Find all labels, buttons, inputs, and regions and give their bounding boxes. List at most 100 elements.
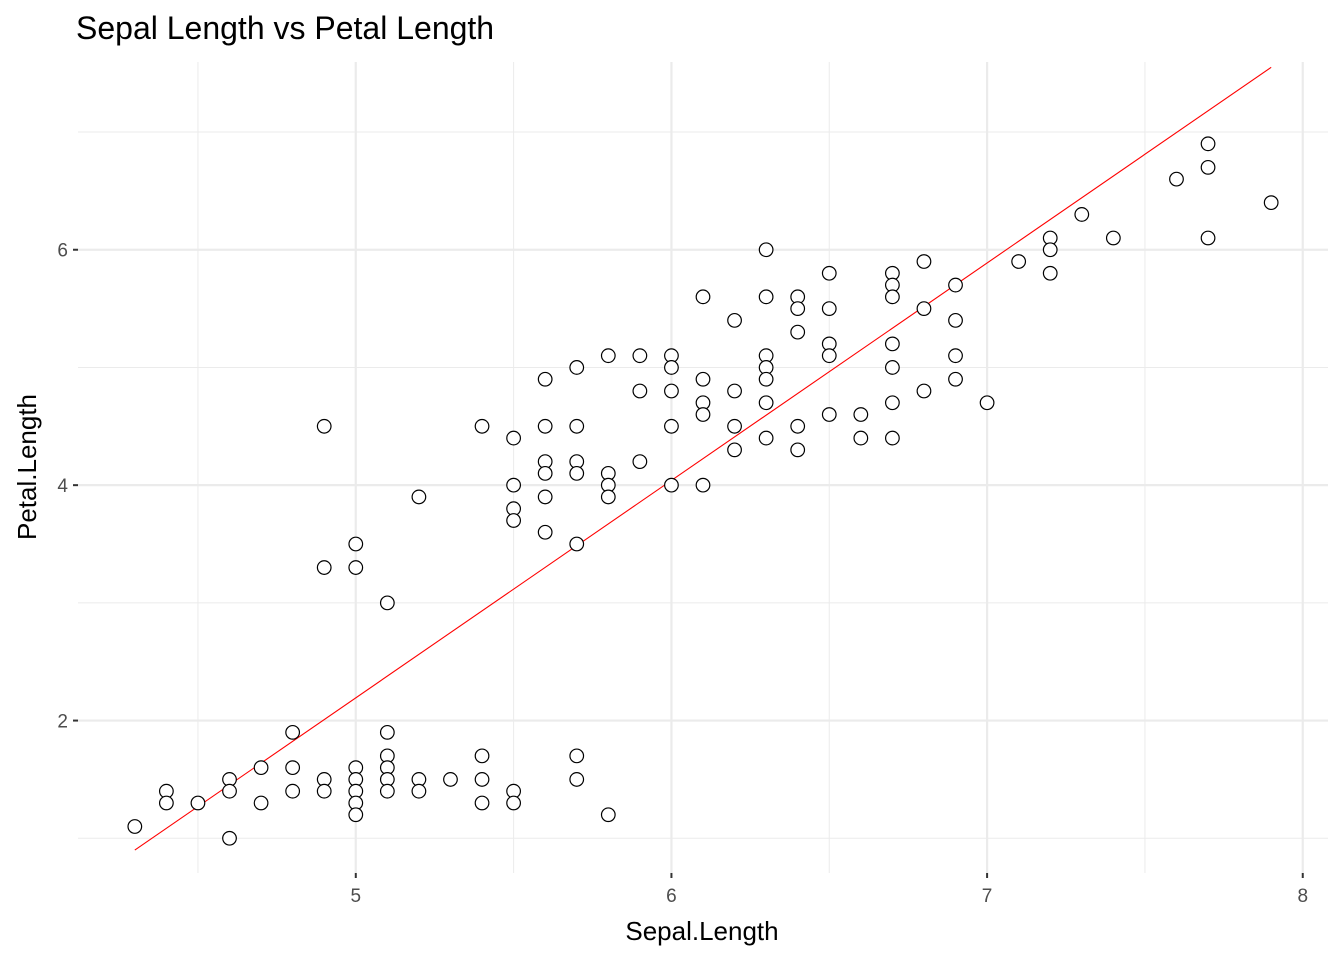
data-point <box>695 371 711 387</box>
data-point <box>821 348 837 364</box>
data-point <box>253 795 269 811</box>
data-point <box>1263 195 1279 211</box>
data-point <box>664 383 679 399</box>
data-point <box>632 348 648 364</box>
data-point <box>1042 265 1058 281</box>
data-point <box>348 807 364 823</box>
data-point <box>569 748 585 764</box>
data-point <box>285 724 301 740</box>
data-point <box>632 383 648 399</box>
data-point <box>506 513 522 528</box>
data-point <box>569 465 585 481</box>
data-point <box>853 407 869 422</box>
data-point <box>537 418 553 434</box>
data-point <box>664 477 679 493</box>
data-point <box>253 760 269 776</box>
x-tick-label: 7 <box>982 886 993 907</box>
data-point <box>884 430 900 446</box>
data-point <box>537 524 553 540</box>
data-point <box>916 383 932 399</box>
data-point <box>1200 159 1216 175</box>
data-point <box>411 783 427 799</box>
x-tick-label: 6 <box>666 886 677 907</box>
x-tick-label: 5 <box>350 886 361 907</box>
data-point <box>379 783 395 799</box>
fit-line-group <box>134 66 1272 851</box>
data-point <box>758 430 774 446</box>
data-point <box>632 454 648 470</box>
data-point <box>1042 242 1058 258</box>
data-point <box>727 383 742 399</box>
data-point <box>506 477 522 493</box>
regression-line <box>134 66 1272 851</box>
data-point <box>600 348 616 364</box>
data-point <box>537 371 553 387</box>
y-axis-title: Petal.Length <box>12 394 42 540</box>
data-point <box>948 371 963 387</box>
data-point <box>695 289 711 305</box>
data-point <box>316 560 332 575</box>
data-point <box>348 536 364 552</box>
data-point <box>884 289 900 305</box>
data-point <box>316 418 332 434</box>
data-point <box>821 265 837 281</box>
data-point <box>916 301 932 316</box>
data-point <box>285 783 301 799</box>
data-point <box>790 442 806 458</box>
data-point <box>411 489 427 505</box>
data-point <box>379 724 395 740</box>
data-point <box>790 301 806 316</box>
data-point <box>1200 230 1216 246</box>
y-tick-label: 2 <box>57 712 68 733</box>
data-point <box>474 418 490 434</box>
data-point <box>158 795 174 811</box>
data-point <box>474 795 490 811</box>
data-point <box>474 772 490 787</box>
data-point <box>1169 171 1184 187</box>
major-gridlines <box>78 62 1328 873</box>
data-point <box>727 418 742 434</box>
data-point <box>506 795 522 811</box>
y-axis-ticks: 2 4 6 <box>57 241 78 733</box>
data-point <box>948 277 963 293</box>
data-point <box>790 418 806 434</box>
data-point <box>600 807 616 823</box>
data-point <box>569 536 585 552</box>
data-point <box>727 442 742 458</box>
data-point <box>1105 230 1121 246</box>
data-point <box>1200 136 1216 152</box>
data-point <box>222 783 237 799</box>
x-axis-title: Sepal.Length <box>625 916 778 946</box>
data-point <box>379 595 395 611</box>
data-point <box>727 312 742 328</box>
data-point <box>285 760 301 776</box>
data-point <box>1074 207 1090 222</box>
data-point <box>537 489 553 505</box>
data-point <box>600 489 616 505</box>
data-point <box>569 772 585 787</box>
data-point <box>506 430 522 446</box>
data-point <box>443 772 458 787</box>
data-point <box>474 748 490 764</box>
data-point <box>758 371 774 387</box>
data-point <box>821 301 837 316</box>
data-point <box>316 783 332 799</box>
data-point <box>948 348 963 364</box>
data-point <box>695 407 711 422</box>
y-tick-label: 6 <box>57 241 68 262</box>
data-point <box>758 395 774 411</box>
data-points <box>127 136 1279 846</box>
data-point <box>664 360 679 375</box>
data-point <box>758 289 774 305</box>
data-point <box>664 418 679 434</box>
data-point <box>1011 254 1027 269</box>
data-point <box>884 336 900 352</box>
x-tick-label: 8 <box>1297 886 1308 907</box>
data-point <box>948 312 963 328</box>
y-tick-label: 4 <box>57 476 68 497</box>
minor-gridlines <box>78 62 1328 873</box>
data-point <box>758 242 774 258</box>
data-point <box>916 254 932 269</box>
data-point <box>569 418 585 434</box>
